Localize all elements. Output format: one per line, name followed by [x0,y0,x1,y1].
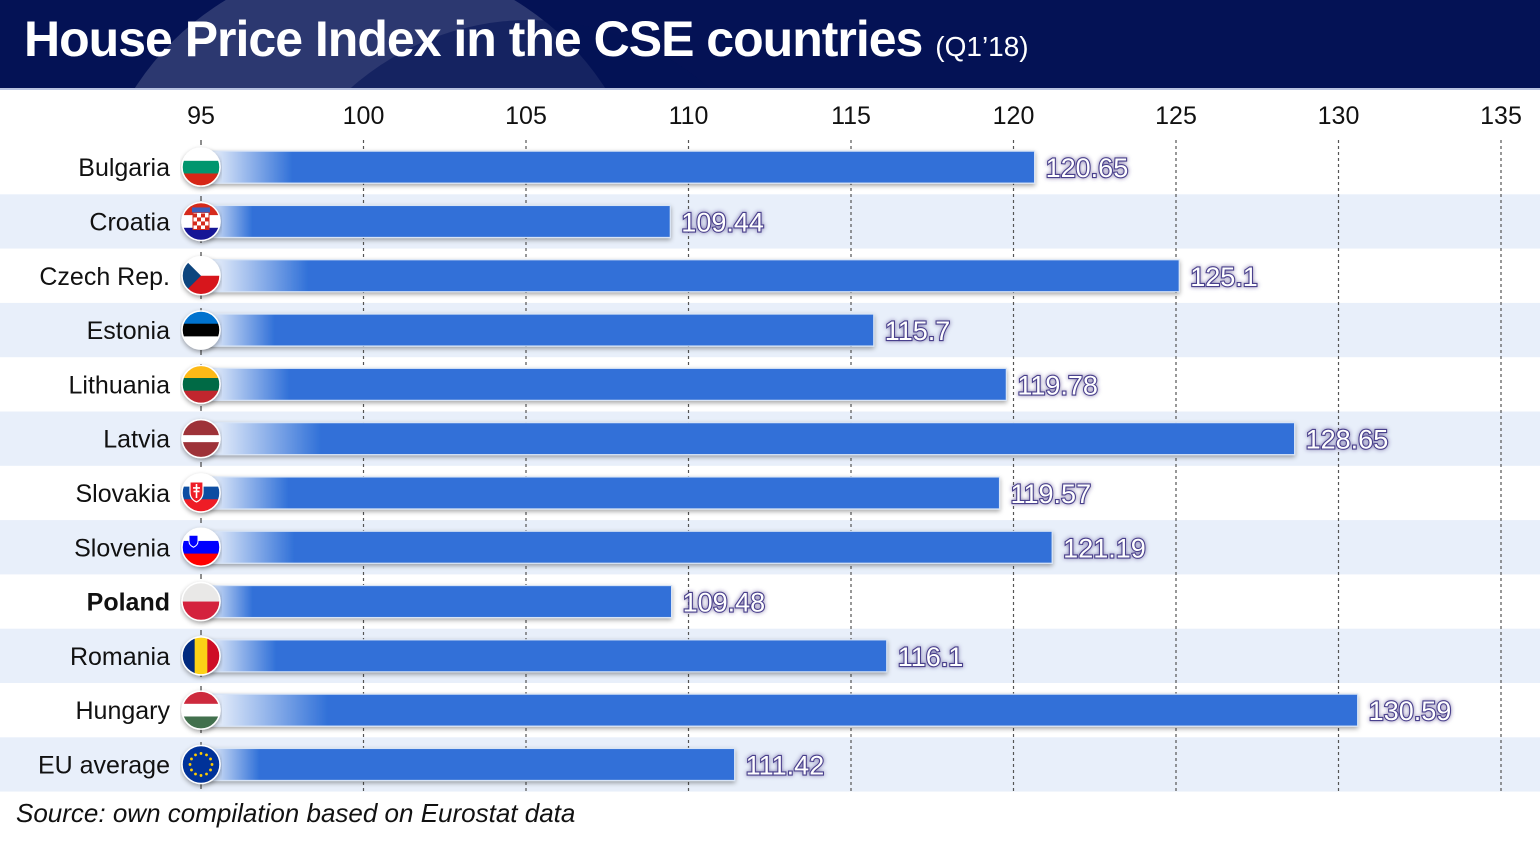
header-divider [0,88,1540,90]
value-label: 121.19 [1063,533,1146,563]
category-label: EU average [38,751,170,779]
lithuania-flag-icon [181,364,221,405]
value-label: 120.65 [1046,153,1129,183]
bar-row: EU average 111.42 [38,744,825,785]
x-tick-label: 130 [1318,102,1360,130]
bar [200,204,671,239]
category-label: Estonia [87,317,170,345]
x-tick-label: 125 [1155,102,1197,130]
value-label: 111.42 [746,750,825,780]
x-tick-label: 100 [343,102,385,130]
x-tick-label: 115 [831,102,871,130]
header-banner: House Price Index in the CSE countries (… [0,0,1540,89]
source-note: Source: own compilation based on Eurosta… [16,798,576,828]
eu-flag-icon [181,744,221,785]
bar-row: Czech Rep. 125.1 [39,256,1259,296]
croatia-flag-icon [181,201,221,242]
bar [200,313,875,347]
bar-row: Bulgaria 120.65 [78,147,1129,187]
category-label: Bulgaria [78,154,170,182]
bar [200,259,1180,293]
category-label: Croatia [89,208,170,236]
bar [200,150,1036,184]
value-label: 130.59 [1369,696,1452,726]
x-tick-label: 120 [993,102,1035,130]
category-label: Latvia [103,426,170,454]
slovakia-flag-icon [181,473,221,513]
value-label: 125.1 [1190,262,1258,292]
bar-row: Hungary 130.59 [76,690,1452,730]
bar [200,584,673,619]
poland-flag-icon [181,581,221,622]
latvia-flag-icon [181,418,221,459]
x-tick-label: 110 [669,102,709,130]
slovenia-flag-icon [181,527,221,567]
x-tick-label: 95 [187,102,215,130]
bar [200,639,888,673]
estonia-flag-icon [181,310,221,350]
category-label: Romania [70,643,170,671]
title-period: (Q1’18) [935,31,1029,62]
bar-row: Estonia 115.7 [87,310,951,350]
romania-flag-icon [181,636,221,676]
bar-chart: 95 100 105 110 115 120 125 130 135 Bulgaria 120.6… [0,102,1540,792]
bar [200,367,1007,401]
hungary-flag-icon [181,690,221,730]
bar [200,693,1359,727]
category-label: Hungary [76,697,171,725]
czech-flag-icon [181,256,221,296]
category-label: Slovakia [76,480,171,508]
bar [200,747,736,782]
bar [200,530,1053,564]
bar-row: Slovakia 119.57 [76,473,1092,513]
bar-row: Poland 109.48 [87,581,766,622]
category-label: Poland [87,589,170,617]
value-label: 115.7 [885,316,951,346]
value-label: 128.65 [1306,425,1389,455]
bar-row: Slovenia 121.19 [74,527,1147,567]
value-label: 116.1 [898,642,964,672]
bar [200,422,1296,456]
chart-title: House Price Index in the CSE countries (… [24,10,1029,68]
category-label: Slovenia [74,534,170,562]
category-label: Czech Rep. [39,263,170,291]
x-tick-label: 105 [505,102,547,130]
bar [200,476,1001,510]
bar-row: Romania 116.1 [70,636,964,676]
bar-row: Latvia 128.65 [103,418,1389,459]
bar-row: Croatia 109.44 [89,201,765,242]
value-label: 119.57 [1011,479,1092,509]
x-tick-label: 135 [1480,102,1522,130]
value-label: 109.44 [681,207,764,237]
value-label: 119.78 [1017,370,1098,400]
title-text: House Price Index in the CSE countries [24,11,923,67]
value-label: 109.48 [683,588,766,618]
bar-row: Lithuania 119.78 [69,364,1099,405]
category-label: Lithuania [69,371,171,399]
bulgaria-flag-icon [181,147,221,187]
